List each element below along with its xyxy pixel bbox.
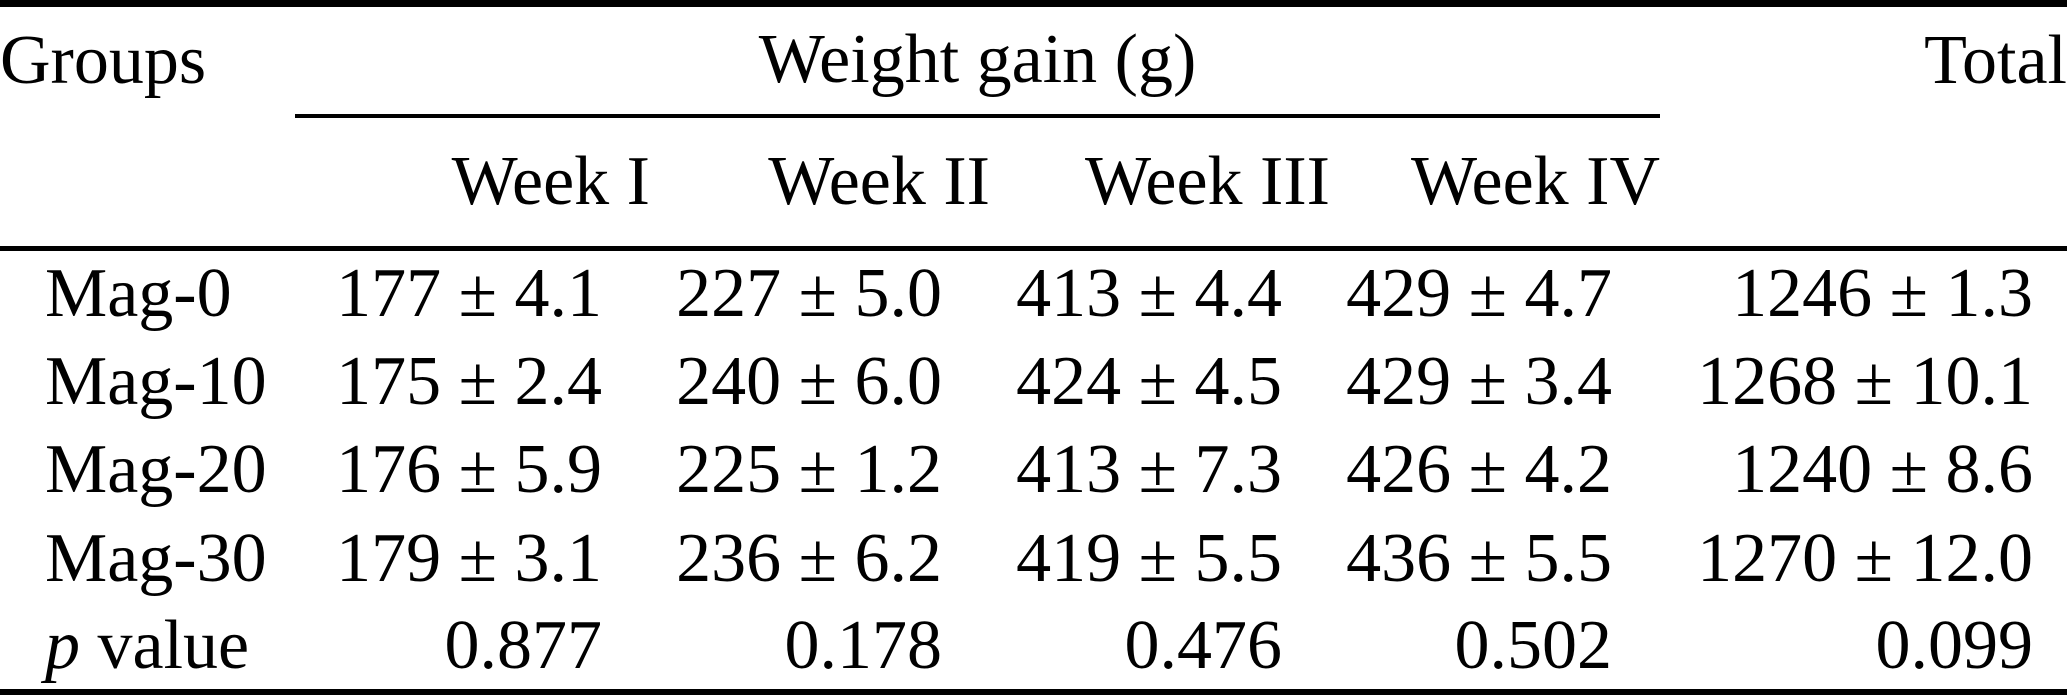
week-value-cell: 413 ± 7.3: [1016, 431, 1282, 509]
groups-column-header: Groups: [0, 22, 207, 100]
empty-header-cell: [0, 115, 295, 251]
week-value-cell: 413 ± 4.4: [1016, 255, 1282, 333]
week-value-cell: 0.877: [444, 607, 603, 685]
table-row: Mag-30 179 ± 3.1 236 ± 6.2 419 ± 5.5 436 ± 5…: [0, 515, 2067, 604]
group-row-label: Mag-10: [45, 342, 267, 420]
group-row-label: Mag-0: [45, 255, 232, 333]
week-value-cell: 429 ± 3.4: [1346, 342, 1613, 420]
week-value-cell: 436 ± 5.5: [1346, 519, 1613, 597]
week-value-cell: 426 ± 4.2: [1346, 431, 1613, 509]
weight-gain-span-header: Weight gain (g): [295, 3, 1661, 118]
group-row-label: Mag-30: [45, 519, 267, 597]
table-body: Mag-0 177 ± 4.1 227 ± 5.0 413 ± 4.4 429 ± 4.…: [0, 249, 2067, 693]
week-value-cell: 0.502: [1454, 607, 1613, 685]
table-row: p value 0.877 0.178 0.476 0.502 0.099: [0, 603, 2067, 692]
table-row: Mag-0 177 ± 4.1 227 ± 5.0 413 ± 4.4 429 ± 4.…: [0, 249, 2067, 338]
table-row: Mag-10 175 ± 2.4 240 ± 6.0 424 ± 4.5 429 ± 3…: [0, 337, 2067, 426]
week-value-cell: 236 ± 6.2: [676, 519, 942, 597]
week-value-cell: 419 ± 5.5: [1016, 519, 1282, 597]
group-row-label: p value: [45, 607, 250, 685]
total-value-cell: 0.099: [1875, 607, 2034, 685]
week-value-cell: 176 ± 5.9: [336, 431, 602, 509]
week-value-cell: 429 ± 4.7: [1346, 255, 1613, 333]
total-value-cell: 1246 ± 1.3: [1732, 255, 2034, 333]
group-row-label: Mag-20: [45, 431, 267, 509]
total-value-cell: 1240 ± 8.6: [1732, 431, 2034, 509]
table-row: Mag-20 176 ± 5.9 225 ± 1.2 413 ± 7.3 426 ± 4…: [0, 426, 2067, 515]
total-value-cell: 1270 ± 12.0: [1697, 519, 2034, 597]
week-value-cell: 240 ± 6.0: [676, 342, 942, 420]
total-column-header: Total: [1924, 22, 2067, 100]
week-2-column-header: Week II: [650, 115, 990, 251]
italic-label-part: p: [45, 607, 80, 685]
week-value-cell: 225 ± 1.2: [676, 431, 942, 509]
empty-header-cell: [1660, 115, 2067, 251]
total-value-cell: 1268 ± 10.1: [1697, 342, 2034, 420]
week-value-cell: 179 ± 3.1: [336, 519, 602, 597]
group-header-row: Groups Weight gain (g) Total: [0, 3, 2067, 118]
week-3-column-header: Week III: [990, 115, 1330, 251]
week-value-cell: 0.178: [784, 607, 943, 685]
week-value-cell: 175 ± 2.4: [336, 342, 602, 420]
table-header: Groups Weight gain (g) Total Week I Week…: [0, 3, 2067, 251]
week-header-row: Week I Week II Week III Week IV: [0, 115, 2067, 251]
week-value-cell: 424 ± 4.5: [1016, 342, 1282, 420]
week-4-column-header: Week IV: [1330, 115, 1661, 251]
week-value-cell: 0.476: [1124, 607, 1283, 685]
week-value-cell: 177 ± 4.1: [336, 255, 602, 333]
week-1-column-header: Week I: [295, 115, 650, 251]
week-value-cell: 227 ± 5.0: [676, 255, 942, 333]
